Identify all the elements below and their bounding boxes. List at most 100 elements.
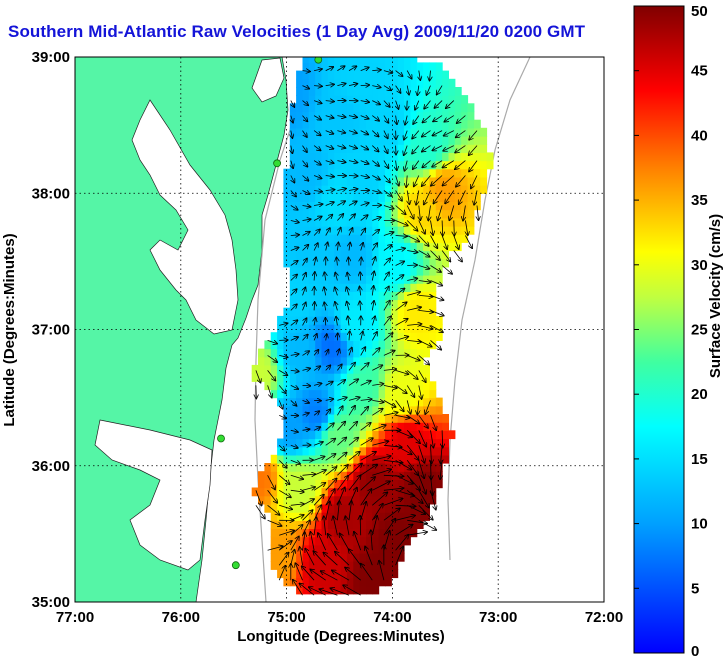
field-cell xyxy=(372,103,380,113)
field-cell xyxy=(277,315,284,325)
field-cell xyxy=(277,340,284,350)
field-cell xyxy=(429,487,437,497)
field-cell xyxy=(372,62,380,72)
field-cell xyxy=(308,258,316,268)
field-cell xyxy=(391,291,399,301)
field-cell xyxy=(435,471,443,480)
field-cell xyxy=(315,307,323,317)
field-cell xyxy=(378,193,386,202)
field-cell xyxy=(334,266,342,276)
field-cell xyxy=(346,144,354,153)
field-cell xyxy=(353,389,361,399)
field-cell xyxy=(302,577,310,587)
field-cell xyxy=(353,242,361,252)
field-cell xyxy=(410,528,418,538)
velocity-arrow xyxy=(348,363,355,371)
y-tick-label: 38:00 xyxy=(32,185,70,202)
y-tick-label: 37:00 xyxy=(32,322,70,339)
velocity-arrow xyxy=(303,273,306,281)
colorbar-tick-label: 5 xyxy=(691,580,699,597)
velocity-arrow xyxy=(395,525,413,536)
velocity-arrow xyxy=(279,400,282,408)
velocity-arrow xyxy=(302,71,310,72)
velocity-arrow xyxy=(395,516,415,521)
field-cell xyxy=(372,307,380,317)
velocity-arrow xyxy=(349,348,352,356)
velocity-arrow xyxy=(278,474,289,484)
velocity-arrow xyxy=(404,130,407,140)
field-cell xyxy=(378,389,386,399)
velocity-arrow xyxy=(360,516,361,536)
velocity-arrow xyxy=(407,265,417,266)
velocity-arrow xyxy=(278,370,287,375)
field-cell xyxy=(327,242,335,252)
velocity-arrow xyxy=(445,190,455,204)
field-cell xyxy=(315,414,323,423)
field-cell xyxy=(423,234,430,243)
field-cell xyxy=(289,430,297,440)
field-cell xyxy=(321,78,329,88)
field-cell xyxy=(270,512,278,521)
field-cell xyxy=(416,503,424,513)
field-cell xyxy=(289,266,297,276)
field-cell xyxy=(302,569,310,579)
velocity-arrow xyxy=(313,130,321,136)
field-cell xyxy=(378,95,386,104)
field-cell xyxy=(410,446,418,456)
field-cell xyxy=(410,332,418,341)
field-cell xyxy=(429,389,437,399)
field-cell xyxy=(308,70,316,80)
field-cell xyxy=(372,373,380,382)
field-cell xyxy=(340,87,348,96)
field-cell xyxy=(372,446,380,456)
field-cell xyxy=(321,185,329,194)
velocity-arrow xyxy=(395,337,409,341)
field-cell xyxy=(404,479,411,489)
field-cell xyxy=(340,544,348,554)
velocity-arrow xyxy=(383,369,396,370)
field-cell xyxy=(334,585,342,595)
velocity-arrow xyxy=(325,116,334,118)
field-cell xyxy=(346,78,354,88)
field-cell xyxy=(308,95,316,104)
velocity-arrow xyxy=(302,499,314,506)
field-cell xyxy=(435,136,443,145)
field-cell xyxy=(461,225,469,235)
field-cell xyxy=(327,111,335,121)
field-cell xyxy=(385,62,392,72)
field-cell xyxy=(289,225,297,235)
field-cell xyxy=(366,217,373,227)
field-cell xyxy=(467,144,475,153)
field-cell xyxy=(378,160,386,170)
velocity-arrow xyxy=(348,488,357,506)
field-cell xyxy=(467,193,475,202)
field-cell xyxy=(385,168,392,178)
field-cell xyxy=(454,209,462,219)
velocity-arrow xyxy=(290,550,295,566)
velocity-arrow xyxy=(337,214,343,221)
field-cell xyxy=(359,103,367,113)
field-cell xyxy=(391,479,399,489)
field-cell xyxy=(448,119,456,129)
field-cell xyxy=(359,119,367,129)
field-cell xyxy=(397,62,405,72)
velocity-arrow xyxy=(291,145,293,154)
field-cell xyxy=(346,185,354,194)
field-cell xyxy=(340,209,348,219)
field-cell xyxy=(346,487,354,497)
field-cell xyxy=(397,127,405,137)
field-cell xyxy=(308,111,316,121)
field-cell xyxy=(429,430,437,440)
velocity-arrow xyxy=(372,217,381,220)
field-cell xyxy=(353,536,361,546)
field-cell xyxy=(397,438,405,448)
field-cell xyxy=(270,528,278,538)
field-cell xyxy=(454,217,462,227)
field-cell xyxy=(302,185,310,194)
field-cell xyxy=(315,103,323,113)
field-cell xyxy=(366,103,373,113)
velocity-arrow xyxy=(465,220,467,236)
field-cell xyxy=(327,225,335,235)
field-cell xyxy=(372,364,380,374)
